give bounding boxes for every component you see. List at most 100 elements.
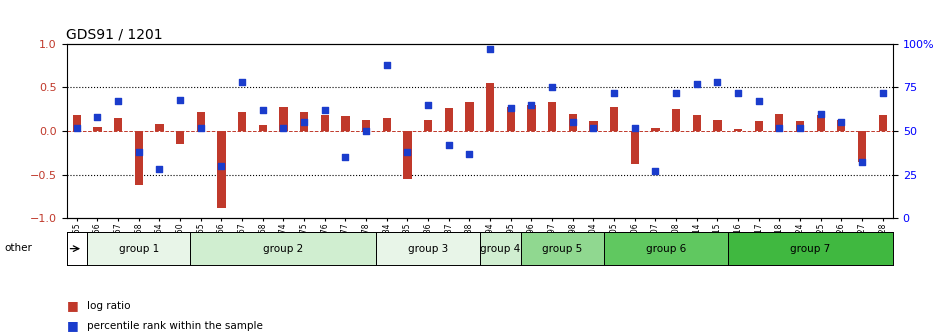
Point — [296, 120, 312, 125]
Point — [338, 155, 353, 160]
Bar — [197, 112, 205, 131]
Text: percentile rank within the sample: percentile rank within the sample — [87, 321, 263, 331]
Point — [131, 149, 146, 155]
Bar — [238, 112, 246, 131]
Point — [152, 167, 167, 172]
Point — [586, 125, 601, 130]
Bar — [631, 131, 638, 164]
Point — [173, 97, 188, 102]
Text: group 6: group 6 — [646, 244, 686, 254]
Point — [193, 125, 208, 130]
Bar — [383, 118, 390, 131]
Bar — [321, 115, 329, 131]
Point — [214, 163, 229, 169]
Bar — [693, 115, 701, 131]
Text: group 1: group 1 — [119, 244, 159, 254]
Point — [606, 90, 621, 95]
Bar — [87, 232, 190, 265]
Bar — [879, 115, 886, 131]
Bar — [672, 109, 680, 131]
Bar — [341, 116, 350, 131]
Bar — [569, 114, 577, 131]
Bar — [837, 120, 846, 131]
Text: GDS91 / 1201: GDS91 / 1201 — [66, 27, 163, 41]
Bar — [734, 129, 742, 131]
Bar — [362, 120, 370, 131]
Bar — [527, 105, 536, 131]
Point — [358, 128, 373, 134]
Point — [751, 99, 767, 104]
Bar — [424, 120, 432, 131]
Point — [771, 125, 787, 130]
Bar — [728, 232, 893, 265]
Point — [110, 99, 125, 104]
Bar — [258, 125, 267, 131]
Point — [276, 125, 291, 130]
Bar — [858, 131, 866, 162]
Bar — [176, 131, 184, 144]
Bar — [480, 232, 521, 265]
Text: log ratio: log ratio — [87, 301, 131, 311]
Point — [813, 111, 828, 116]
Point — [421, 102, 436, 108]
Bar — [73, 115, 81, 131]
Point — [441, 142, 456, 148]
Point — [792, 125, 808, 130]
Text: group 3: group 3 — [408, 244, 448, 254]
Point — [854, 160, 869, 165]
Point — [235, 79, 250, 85]
Point — [669, 90, 684, 95]
Bar — [376, 232, 480, 265]
Text: group 7: group 7 — [790, 244, 830, 254]
Point — [731, 90, 746, 95]
Bar — [218, 131, 225, 208]
Point — [504, 106, 519, 111]
Bar — [466, 102, 473, 131]
Point — [648, 169, 663, 174]
Text: other: other — [5, 243, 32, 253]
Point — [834, 120, 849, 125]
Bar — [604, 232, 728, 265]
Point — [379, 62, 394, 67]
Bar — [521, 232, 604, 265]
Bar — [713, 120, 721, 131]
Bar — [300, 112, 308, 131]
Text: ■: ■ — [66, 299, 78, 312]
Bar — [775, 114, 784, 131]
Bar — [817, 115, 825, 131]
Bar — [156, 124, 163, 131]
Bar — [796, 121, 804, 131]
Point — [544, 85, 560, 90]
Point — [689, 81, 704, 87]
Bar — [486, 83, 494, 131]
Text: group 5: group 5 — [542, 244, 582, 254]
Bar — [114, 118, 123, 131]
Point — [710, 79, 725, 85]
Text: ■: ■ — [66, 320, 78, 332]
Text: group 4: group 4 — [481, 244, 521, 254]
Bar — [610, 108, 618, 131]
Point — [400, 149, 415, 155]
Bar — [589, 121, 598, 131]
Point — [565, 120, 580, 125]
Bar — [66, 232, 87, 265]
Point — [523, 102, 539, 108]
Text: group 2: group 2 — [263, 244, 304, 254]
Bar — [506, 107, 515, 131]
Bar — [548, 102, 556, 131]
Bar — [190, 232, 376, 265]
Point — [875, 90, 890, 95]
Bar — [135, 131, 142, 185]
Point — [627, 125, 642, 130]
Bar — [652, 128, 659, 131]
Point — [69, 125, 85, 130]
Bar — [93, 127, 102, 131]
Point — [317, 108, 332, 113]
Point — [483, 46, 498, 52]
Point — [462, 151, 477, 157]
Point — [90, 114, 105, 120]
Bar — [445, 108, 453, 131]
Point — [256, 108, 271, 113]
Bar — [754, 121, 763, 131]
Bar — [404, 131, 411, 179]
